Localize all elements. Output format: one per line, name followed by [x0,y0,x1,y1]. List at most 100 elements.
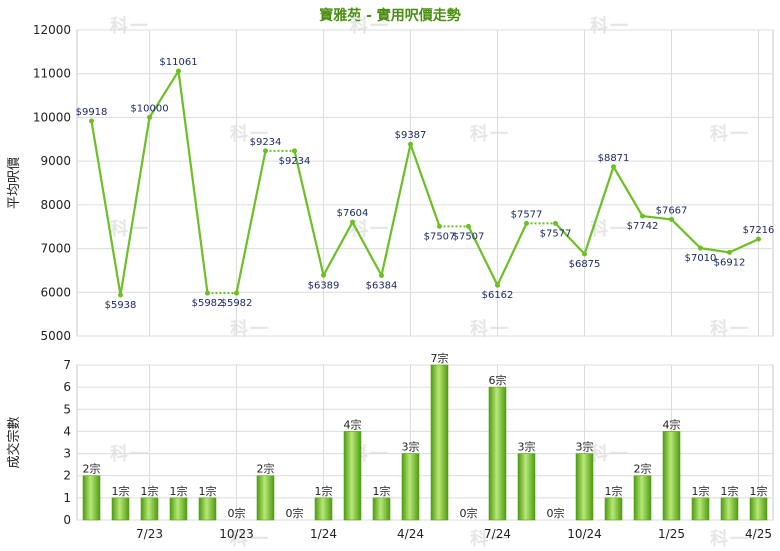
volume-bar[interactable] [662,431,681,521]
price-line-segment [467,225,499,286]
price-point[interactable] [698,245,703,251]
watermark-text: 科一 [710,124,750,145]
price-data-label: $9918 [76,107,108,118]
price-point[interactable] [611,164,616,170]
x-tick-label: 1/24 [310,527,337,541]
x-tick-label: 10/23 [219,527,254,541]
volume-bar[interactable] [749,497,768,521]
volume-y-tick-label: 1 [63,491,71,505]
volume-bar[interactable] [691,497,710,521]
price-line-segment [351,221,383,277]
x-tick-label: 1/25 [658,527,685,541]
volume-data-label: 4宗 [344,417,362,431]
price-point[interactable] [582,251,587,257]
watermark-text: 科一 [230,319,270,340]
volume-data-label: 6宗 [489,373,507,387]
price-data-label: $7507 [453,231,485,242]
x-tick-label: 10/24 [567,527,602,541]
volume-bar[interactable] [488,386,507,521]
price-point[interactable] [350,219,355,225]
price-y-tick-label: 12000 [33,23,71,37]
price-point[interactable] [495,282,500,288]
price-point[interactable] [524,220,529,226]
volume-data-label: 7宗 [431,351,449,365]
volume-bar[interactable] [314,497,333,521]
price-point[interactable] [727,249,732,255]
watermark-text: 科一 [470,124,510,145]
volume-bar[interactable] [140,497,159,521]
volume-bar[interactable] [720,497,739,521]
volume-data-label: 1宗 [692,484,710,498]
watermark-text: 科一 [710,319,750,340]
volume-chart: 0 1 2 3 4 5 6 7 7/23 10/23 1/24 4/24 7/24 10/24 1/25 4/… [6,351,774,541]
watermark-text: 科一 [110,219,150,240]
price-point[interactable] [147,114,152,120]
volume-data-label: 0宗 [228,506,246,520]
volume-bar[interactable] [169,497,188,521]
price-point[interactable] [263,148,268,154]
watermark-text: 科一 [590,219,630,240]
price-data-label: $7507 [424,231,456,242]
volume-bar[interactable] [343,431,362,521]
price-point[interactable] [118,292,123,298]
price-line-segment [293,150,325,276]
price-data-label: $6875 [569,259,601,270]
x-tick-label: 7/23 [136,527,163,541]
price-data-label: $9234 [250,137,282,148]
watermark-text: 科一 [470,529,510,550]
volume-y-tick-label: 4 [63,424,71,438]
price-data-label: $7577 [540,228,572,239]
price-point[interactable] [176,68,181,74]
price-point[interactable] [669,216,674,222]
price-point[interactable] [234,290,239,296]
price-point[interactable] [205,290,210,296]
price-data-label: $6389 [308,280,340,291]
volume-bar[interactable] [198,497,217,521]
volume-bar[interactable] [401,453,420,521]
volume-bar[interactable] [111,497,130,521]
volume-data-label: 1宗 [750,484,768,498]
price-point[interactable] [379,272,384,278]
price-line-segment [670,218,702,249]
volume-bar[interactable] [82,475,101,521]
price-point[interactable] [408,141,413,147]
volume-y-tick-label: 2 [63,469,71,483]
volume-bar[interactable] [575,453,594,521]
price-point[interactable] [756,236,761,242]
price-data-label: $9387 [395,130,427,141]
watermark-text: 科一 [470,319,510,340]
price-line-segment [148,70,180,119]
volume-data-label: 1宗 [605,484,623,498]
volume-bar[interactable] [517,453,536,521]
volume-bar[interactable] [604,497,623,521]
price-point[interactable] [292,148,297,154]
volume-y-tick-label: 3 [63,447,71,461]
price-line-segment [642,215,672,221]
price-point[interactable] [89,118,94,124]
price-point[interactable] [553,220,558,226]
price-data-label: $6912 [714,257,746,268]
price-line-segment [496,222,528,286]
volume-bar[interactable] [430,364,449,521]
price-line-segment [729,238,759,254]
price-data-label: $9234 [279,156,311,167]
volume-data-label: 1宗 [141,484,159,498]
price-y-tick-label: 7000 [40,242,71,256]
price-point[interactable] [640,213,645,219]
watermark-text: 科一 [590,444,630,465]
volume-bar[interactable] [372,497,391,521]
volume-data-label: 0宗 [286,506,304,520]
price-y-tick-label: 6000 [40,285,71,299]
price-y-tick-label: 11000 [33,67,71,81]
price-line-segment [235,150,267,294]
volume-data-label: 2宗 [83,462,101,476]
volume-data-label: 1宗 [199,484,217,498]
price-point[interactable] [437,223,442,229]
price-point[interactable] [321,272,326,278]
price-point[interactable] [466,223,471,229]
price-line-segment [322,221,354,276]
price-line-segment [409,143,441,227]
volume-bar[interactable] [633,475,652,521]
volume-bar[interactable] [256,475,275,521]
